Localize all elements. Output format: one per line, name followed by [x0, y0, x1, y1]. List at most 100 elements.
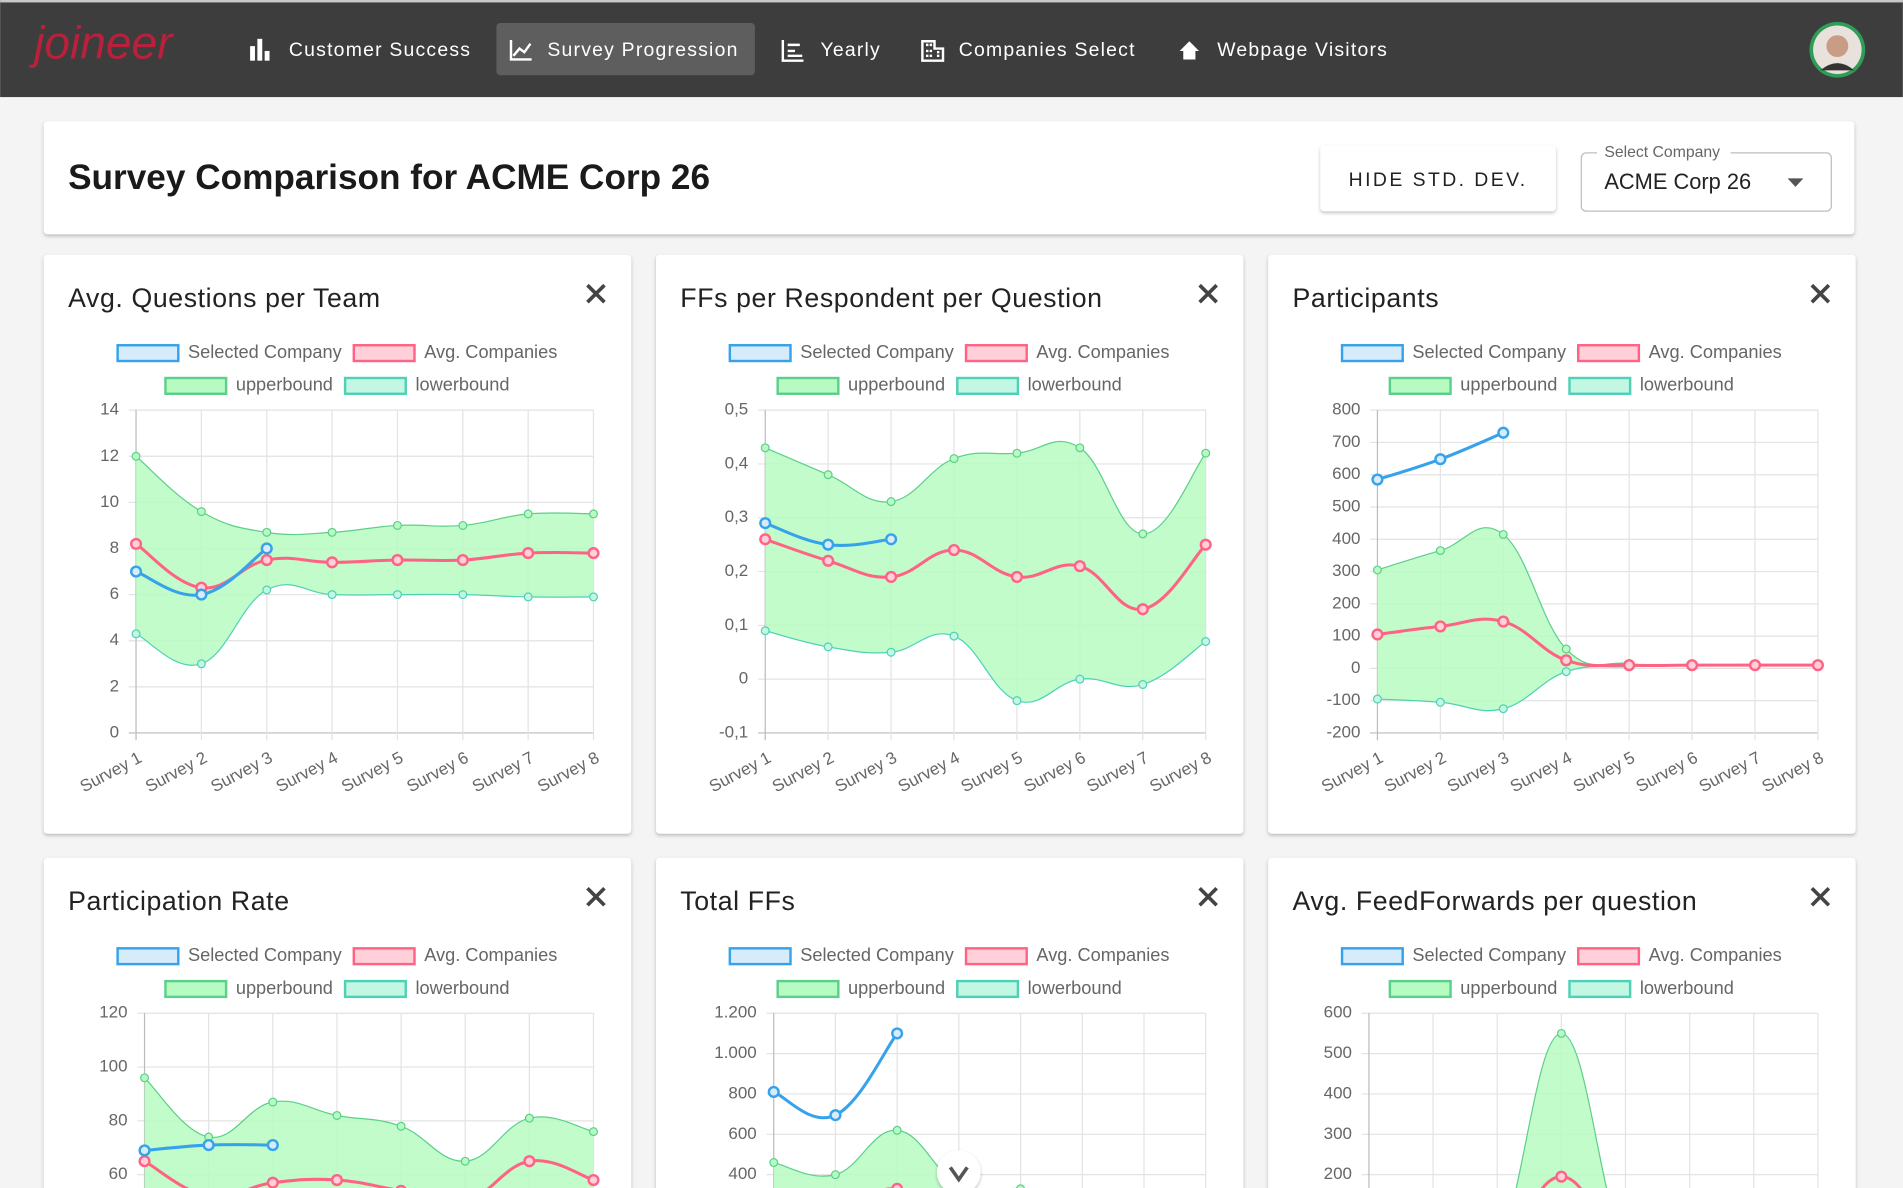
data-point[interactable] — [458, 520, 468, 530]
data-point[interactable] — [1623, 659, 1636, 672]
legend-label[interactable]: Avg. Companies — [1649, 342, 1782, 362]
data-point[interactable] — [829, 1109, 842, 1122]
data-point[interactable] — [949, 454, 959, 464]
data-point[interactable] — [523, 509, 533, 519]
nav-item[interactable]: Yearly — [820, 39, 881, 61]
data-point[interactable] — [1561, 644, 1571, 654]
data-point[interactable] — [332, 1110, 342, 1120]
data-point[interactable] — [131, 629, 141, 639]
data-point[interactable] — [891, 1182, 904, 1188]
data-point[interactable] — [1136, 603, 1149, 616]
legend-label[interactable]: upperbound — [236, 375, 333, 395]
data-point[interactable] — [196, 659, 206, 669]
data-point[interactable] — [138, 1155, 151, 1168]
data-point[interactable] — [140, 1073, 150, 1083]
legend-label[interactable]: lowerbound — [1640, 978, 1734, 998]
data-point[interactable] — [330, 1173, 344, 1187]
legend-label[interactable]: Selected Company — [188, 945, 343, 965]
legend-label[interactable]: Avg. Companies — [424, 945, 557, 965]
data-point[interactable] — [1075, 674, 1085, 684]
data-point[interactable] — [262, 527, 272, 537]
data-point[interactable] — [266, 1138, 279, 1152]
data-point[interactable] — [391, 553, 404, 567]
legend-label[interactable]: Selected Company — [188, 342, 343, 362]
data-point[interactable] — [822, 554, 835, 567]
data-point[interactable] — [195, 588, 208, 601]
data-point[interactable] — [886, 647, 896, 657]
data-point[interactable] — [131, 451, 141, 461]
data-point[interactable] — [1555, 1170, 1568, 1183]
data-point[interactable] — [1748, 659, 1762, 672]
legend-label[interactable]: Avg. Companies — [424, 342, 557, 362]
data-point[interactable] — [885, 533, 898, 546]
legend-label[interactable]: upperbound — [236, 978, 333, 998]
legend-label[interactable]: lowerbound — [415, 978, 509, 998]
data-point[interactable] — [1371, 473, 1384, 486]
legend-label[interactable]: lowerbound — [1028, 978, 1122, 998]
data-point[interactable] — [587, 1173, 600, 1187]
data-point[interactable] — [949, 631, 959, 641]
nav-item[interactable]: Webpage Visitors — [1217, 39, 1388, 61]
data-point[interactable] — [947, 543, 961, 557]
data-point[interactable] — [823, 642, 833, 652]
legend-label[interactable]: Avg. Companies — [1036, 945, 1169, 965]
data-point[interactable] — [1138, 680, 1148, 690]
data-point[interactable] — [1497, 615, 1510, 628]
data-point[interactable] — [392, 520, 402, 530]
data-point[interactable] — [1497, 426, 1510, 439]
data-point[interactable] — [327, 527, 337, 537]
toggle-button[interactable] — [1320, 145, 1556, 212]
data-point[interactable] — [522, 547, 535, 560]
data-point[interactable] — [260, 542, 273, 555]
close-button[interactable] — [586, 886, 606, 907]
data-point[interactable] — [460, 1156, 470, 1166]
data-point[interactable] — [458, 590, 468, 600]
legend-label[interactable]: Selected Company — [1412, 342, 1567, 362]
data-point[interactable] — [589, 1127, 599, 1137]
data-point[interactable] — [760, 443, 770, 453]
data-point[interactable] — [1016, 1184, 1026, 1188]
data-point[interactable] — [769, 1158, 779, 1168]
data-point[interactable] — [1434, 620, 1447, 633]
data-point[interactable] — [1201, 448, 1211, 458]
data-point[interactable] — [523, 592, 533, 602]
data-point[interactable] — [1561, 667, 1571, 677]
nav-item[interactable]: Customer Success — [289, 39, 471, 61]
data-point[interactable] — [1073, 560, 1086, 573]
data-point[interactable] — [830, 1170, 840, 1180]
data-point[interactable] — [326, 556, 339, 569]
data-point[interactable] — [1371, 628, 1384, 641]
data-point[interactable] — [1199, 538, 1212, 551]
data-point[interactable] — [392, 590, 402, 600]
legend-label[interactable]: upperbound — [1460, 978, 1557, 998]
data-point[interactable] — [589, 509, 599, 519]
data-point[interactable] — [196, 507, 206, 517]
legend-label[interactable]: Avg. Companies — [1649, 945, 1782, 965]
data-point[interactable] — [1372, 694, 1382, 704]
data-point[interactable] — [1201, 636, 1211, 646]
data-point[interactable] — [268, 1097, 278, 1107]
data-point[interactable] — [823, 470, 833, 480]
data-point[interactable] — [129, 537, 143, 550]
data-point[interactable] — [456, 553, 469, 567]
logo[interactable]: joineer — [28, 16, 174, 68]
legend-label[interactable]: lowerbound — [1028, 375, 1122, 395]
data-point[interactable] — [396, 1121, 406, 1131]
data-point[interactable] — [395, 1184, 407, 1188]
data-point[interactable] — [129, 565, 143, 578]
close-button[interactable] — [1810, 283, 1831, 304]
data-point[interactable] — [759, 533, 772, 546]
data-point[interactable] — [1010, 570, 1024, 583]
close-button[interactable] — [1810, 886, 1831, 907]
data-point[interactable] — [1686, 659, 1699, 672]
data-point[interactable] — [1556, 1028, 1566, 1038]
close-button[interactable] — [1198, 283, 1218, 304]
legend-label[interactable]: upperbound — [1460, 375, 1557, 395]
data-point[interactable] — [1012, 696, 1022, 706]
close-button[interactable] — [586, 283, 606, 304]
legend-label[interactable]: Avg. Companies — [1036, 342, 1169, 362]
data-point[interactable] — [1435, 546, 1445, 556]
data-point[interactable] — [759, 517, 772, 530]
data-point[interactable] — [891, 1027, 904, 1040]
data-point[interactable] — [767, 1085, 780, 1099]
